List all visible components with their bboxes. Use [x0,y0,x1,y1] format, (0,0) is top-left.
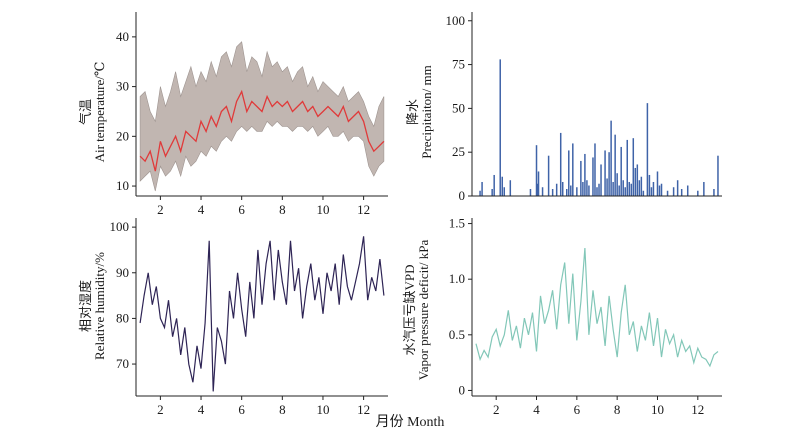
air-temperature-x-ticks: 2 4 6 8 10 12 [157,196,370,217]
air-temperature-ytick-label: 10 [116,178,129,193]
air-temperature-xtick-label: 10 [316,202,329,217]
precipitation-ytick-label: 100 [446,13,466,28]
temperature-mean-line [139,89,385,172]
precipitation-y-ticks: 0 25 50 75 100 [446,13,472,203]
relative-humidity-ylabel-cn: 相对湿度 [78,280,93,332]
precipitation-plot [472,59,722,197]
air-temperature-xtick-label: 6 [238,202,245,217]
precipitation-ytick-label: 50 [452,100,465,115]
vpd-xtick-label: 12 [691,402,704,417]
air-temperature-xtick-label: 2 [157,202,164,217]
relative-humidity-ylabel-en: Relative humidity/% [92,252,107,360]
air-temperature-ylabel-cn: 气温 [78,99,93,125]
air-temperature-panel: 10 20 30 40 2 4 6 8 10 12 气温 Air temperature/℃ [78,12,388,217]
precipitation-ytick-label: 25 [452,144,465,159]
vpd-ytick-label: 1.0 [449,271,465,286]
relative-humidity-xtick-label: 12 [357,402,370,417]
vpd-xtick-label: 6 [574,402,581,417]
vpd-x-ticks: 2 4 6 8 10 12 [493,396,704,417]
figure-x-axis-label: 月份 Month [376,414,445,430]
vpd-line [475,247,719,368]
air-temperature-ytick-label: 30 [116,79,129,94]
vpd-plot [475,247,719,368]
vpd-y-ticks: 0 0.5 1.0 1.5 [449,216,472,397]
relative-humidity-ytick-label: 70 [116,356,129,371]
air-temperature-y-ticks: 10 20 30 40 [116,29,136,193]
vpd-xtick-label: 10 [651,402,664,417]
air-temperature-xtick-label: 8 [279,202,286,217]
relative-humidity-xtick-label: 10 [316,402,329,417]
air-temperature-plot [139,41,385,192]
vpd-ytick-label: 0.5 [449,327,465,342]
air-temperature-ytick-label: 40 [116,29,129,44]
relative-humidity-ytick-label: 90 [116,265,129,280]
precipitation-ylabel-en: Precipitaiton/ mm [419,65,434,159]
relative-humidity-plot [139,236,385,392]
vpd-panel: 0 0.5 1.0 1.5 2 4 6 8 10 12 水汽压亏缺VPD Vapor press… [402,216,722,417]
precipitation-ytick-label: 75 [452,57,465,72]
relative-humidity-ytick-label: 80 [116,310,129,325]
relative-humidity-xtick-label: 8 [279,402,286,417]
relative-humidity-xtick-label: 6 [238,402,245,417]
temperature-range-band [139,41,385,192]
relative-humidity-x-ticks: 2 4 6 8 10 12 [157,396,370,417]
air-temperature-xtick-label: 12 [357,202,370,217]
precipitation-ytick-label: 0 [459,188,466,203]
relative-humidity-y-ticks: 70 80 90 100 [110,219,136,371]
vpd-xtick-label: 4 [533,402,540,417]
vpd-xtick-label: 2 [493,402,500,417]
vpd-ylabel-en: Vapor pressure deficit/ kPa [416,240,431,381]
relative-humidity-ytick-label: 100 [110,219,130,234]
relative-humidity-line [139,236,385,392]
relative-humidity-xtick-label: 2 [157,402,164,417]
vpd-ylabel-cn: 水汽压亏缺VPD [402,264,417,355]
air-temperature-ytick-label: 20 [116,128,129,143]
relative-humidity-panel: 70 80 90 100 2 4 6 8 10 12 相对湿度 Relative humidit… [78,218,388,417]
vpd-ytick-label: 1.5 [449,216,465,231]
air-temperature-ylabel-en: Air temperature/℃ [92,62,107,163]
precipitation-ylabel-cn: 降水 [405,99,420,125]
vpd-ytick-label: 0 [459,382,466,397]
precipitation-panel: 0 25 50 75 100 降水 Precipitaiton/ mm [405,12,722,203]
air-temperature-xtick-label: 4 [198,202,205,217]
vpd-xtick-label: 8 [614,402,621,417]
relative-humidity-xtick-label: 4 [198,402,205,417]
